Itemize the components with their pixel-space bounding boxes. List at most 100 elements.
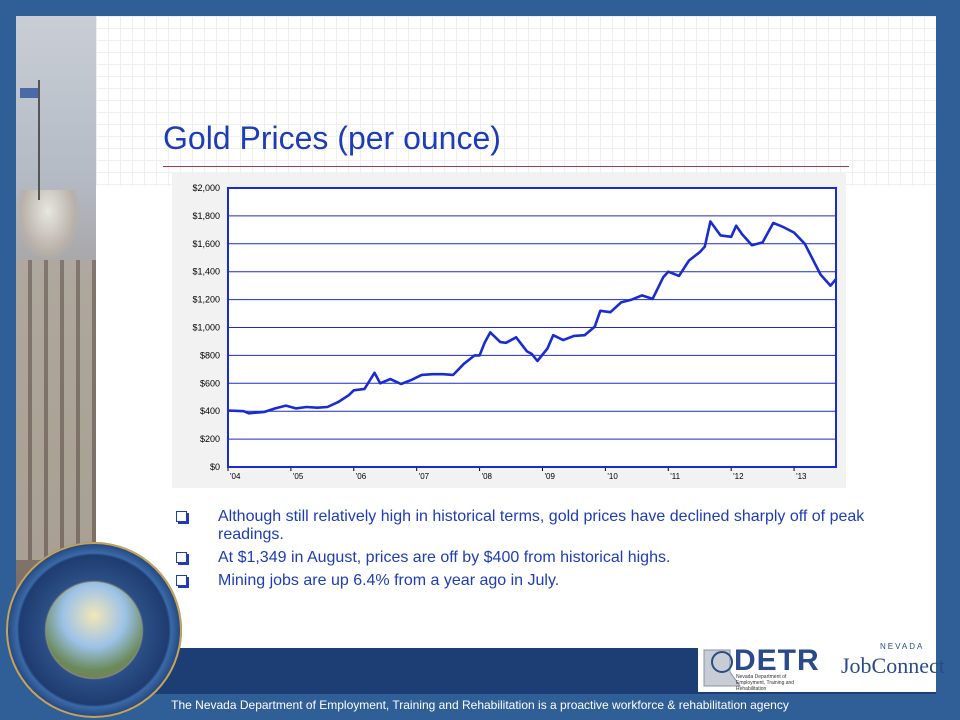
- y-tick-label: $1,400: [192, 267, 220, 277]
- y-tick-label: $1,200: [192, 295, 220, 305]
- data-point: [782, 226, 785, 228]
- data-point: [326, 406, 329, 408]
- y-tick-label: $200: [200, 434, 220, 444]
- data-point: [499, 341, 502, 343]
- data-point: [363, 388, 366, 390]
- bullet-box-icon: [176, 575, 187, 586]
- data-point: [583, 334, 586, 336]
- bullet-item: At $1,349 in August, prices are off by $…: [172, 549, 912, 567]
- bullet-item: Although still relatively high in histor…: [172, 508, 912, 544]
- data-point: [593, 326, 596, 328]
- data-point: [814, 262, 816, 265]
- y-tick-label: $1,800: [192, 211, 220, 221]
- bullet-list: Although still relatively high in histor…: [172, 508, 912, 595]
- data-point: [379, 382, 382, 385]
- data-point: [242, 410, 245, 412]
- data-point: [735, 224, 738, 227]
- slide-title: Gold Prices (per ounce): [163, 120, 501, 156]
- bullet-item: Mining jobs are up 6.4% from a year ago …: [172, 572, 912, 590]
- data-point: [662, 276, 665, 279]
- data-point: [552, 334, 554, 336]
- detr-logo: DETR: [734, 644, 820, 677]
- data-point: [373, 372, 376, 374]
- data-point: [741, 233, 743, 235]
- capitol-dome-photo: [16, 190, 80, 260]
- data-point: [420, 374, 423, 376]
- y-tick-label: $1,600: [192, 239, 220, 249]
- data-point: [793, 231, 795, 234]
- data-point: [263, 411, 266, 413]
- data-point: [227, 409, 229, 412]
- data-point: [573, 335, 575, 337]
- data-point: [410, 379, 413, 381]
- data-point: [347, 394, 350, 396]
- data-point: [667, 270, 670, 273]
- capitol-building-photo: [16, 260, 96, 560]
- data-point: [274, 407, 276, 410]
- data-point: [442, 373, 444, 376]
- x-tick-label: '07: [419, 472, 430, 481]
- data-point: [730, 236, 732, 238]
- x-tick-label: '08: [482, 472, 493, 481]
- data-point: [546, 347, 549, 350]
- data-point: [819, 273, 822, 276]
- jobconnect-logo: JobConnect: [841, 653, 945, 678]
- data-point: [352, 389, 355, 392]
- data-point: [389, 378, 392, 380]
- y-tick-label: $400: [200, 406, 220, 416]
- data-point: [478, 354, 481, 357]
- data-point: [483, 342, 486, 344]
- data-point: [630, 298, 633, 301]
- data-point: [772, 222, 775, 224]
- x-tick-label: '11: [670, 472, 680, 481]
- data-point: [431, 373, 434, 376]
- x-tick-label: '12: [733, 472, 744, 481]
- data-point: [536, 360, 539, 362]
- bullet-box-icon: [176, 511, 187, 522]
- title-divider: [163, 166, 849, 167]
- data-point: [641, 294, 643, 297]
- detr-logo-subtitle: Nevada Department of Employment, Trainin…: [736, 674, 795, 692]
- data-point: [698, 251, 701, 253]
- gold-price-chart: $0 $200 $400 $600 $800 $1,000 $1,200 $1,400 $1,6…: [192, 183, 838, 481]
- plot-frame: [227, 187, 837, 468]
- x-tick-label: '10: [607, 472, 618, 481]
- footer-text: The Nevada Department of Employment, Tra…: [171, 698, 789, 712]
- bullet-text: Although still relatively high in histor…: [218, 508, 865, 543]
- data-point: [452, 374, 454, 376]
- data-point: [562, 339, 565, 341]
- data-point: [505, 342, 507, 344]
- data-point: [803, 243, 806, 245]
- data-point: [337, 401, 339, 403]
- seal-center-icon: [46, 582, 142, 678]
- data-point: [295, 407, 297, 410]
- y-tick-label: $0: [210, 462, 220, 472]
- jobconnect-logo-nevada: NEVADA: [880, 642, 925, 651]
- data-point: [530, 353, 533, 355]
- data-point: [285, 404, 287, 407]
- y-tick-label: $600: [200, 378, 220, 388]
- data-point: [489, 331, 492, 334]
- data-point: [829, 284, 832, 287]
- top-border: [0, 0, 960, 16]
- nevada-state-seal: [6, 542, 182, 718]
- y-tick-label: $800: [200, 350, 220, 360]
- y-tick-label: $2,000: [192, 183, 220, 193]
- data-point: [609, 311, 612, 313]
- nevada-state-icon: [703, 649, 741, 687]
- data-point: [835, 278, 838, 280]
- bullet-text: Mining jobs are up 6.4% from a year ago …: [218, 572, 560, 589]
- bullet-box-icon: [176, 552, 187, 563]
- data-point: [305, 406, 308, 408]
- data-point: [688, 259, 690, 262]
- data-point: [515, 336, 517, 339]
- data-point: [525, 350, 528, 353]
- x-tick-label: '09: [544, 472, 555, 481]
- data-point: [316, 406, 319, 409]
- x-tick-label: '06: [356, 472, 367, 481]
- data-point: [709, 220, 712, 223]
- data-point: [751, 244, 753, 246]
- data-point: [400, 383, 402, 385]
- data-point: [599, 309, 602, 312]
- data-point: [247, 412, 250, 415]
